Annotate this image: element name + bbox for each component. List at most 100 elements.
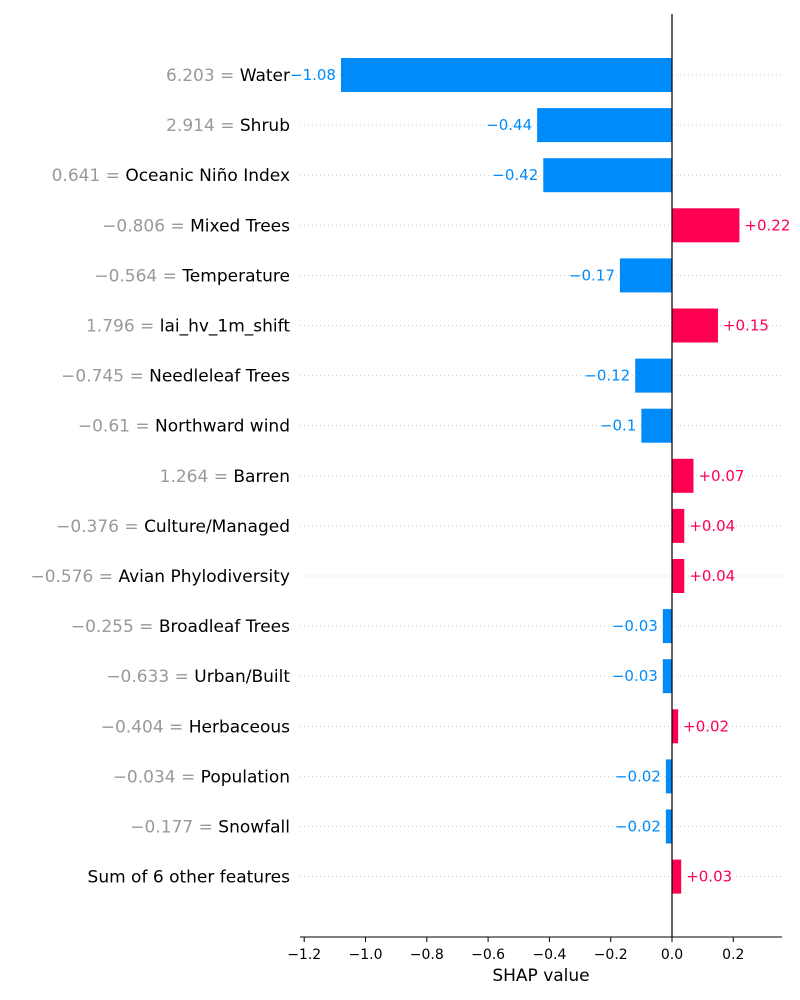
feature-label: 2.914 = Shrub: [166, 116, 290, 136]
feature-name: Population: [201, 767, 290, 787]
feature-value: 6.203: [166, 66, 215, 86]
bar: [619, 258, 672, 293]
equals-sign: =: [100, 166, 125, 186]
data-label: −0.42: [492, 166, 538, 184]
data-label: +0.03: [686, 868, 732, 886]
data-label: +0.04: [689, 517, 735, 535]
feature-name: Shrub: [240, 116, 290, 136]
equals-sign: =: [193, 818, 218, 838]
feature-name: Urban/Built: [194, 667, 290, 687]
data-label: +0.04: [689, 567, 735, 585]
feature-name: Avian Phylodiversity: [118, 567, 290, 587]
bar: [665, 809, 672, 844]
feature-name: Northward wind: [155, 417, 290, 437]
data-label: +0.15: [723, 317, 769, 335]
x-tick-label: −1.0: [349, 947, 383, 963]
equals-sign: =: [169, 667, 194, 687]
data-label: +0.22: [744, 216, 790, 234]
feature-labels: 6.203 = Water 2.914 = Shrub 0.641 = Oceani…: [30, 66, 290, 888]
data-label: −0.12: [584, 367, 630, 385]
equals-sign: =: [165, 216, 190, 236]
bar: [665, 759, 672, 794]
feature-value: 0.641: [52, 166, 101, 186]
feature-label: 1.796 = lai_hv_1m_shift: [86, 317, 290, 337]
feature-value: −0.564: [94, 266, 157, 286]
bar: [662, 659, 672, 694]
feature-value: −0.177: [130, 818, 193, 838]
bar: [672, 508, 685, 543]
feature-label: −0.633 = Urban/Built: [106, 667, 290, 687]
equals-sign: =: [124, 367, 149, 387]
bar: [543, 158, 672, 193]
feature-label: −0.404 = Herbaceous: [101, 717, 290, 737]
equals-sign: =: [93, 567, 118, 587]
data-label: −0.03: [612, 667, 658, 685]
data-labels: −1.08 −0.44 −0.42 +0.22 −0.17 +0.15 −0.12 −0.1 +…: [290, 66, 790, 886]
equals-sign: =: [176, 767, 201, 787]
feature-value: −0.576: [30, 567, 93, 587]
bar: [672, 208, 740, 243]
data-label: +0.07: [698, 467, 744, 485]
feature-label: Sum of 6 other features: [88, 868, 291, 888]
feature-name: Snowfall: [218, 818, 290, 838]
x-axis-title: SHAP value: [492, 966, 589, 986]
feature-name: Sum of 6 other features: [88, 868, 291, 888]
x-tick-label: 0.2: [722, 947, 744, 963]
feature-label: 0.641 = Oceanic Niño Index: [52, 166, 290, 186]
equals-sign: =: [157, 266, 182, 286]
feature-label: −0.177 = Snowfall: [130, 818, 290, 838]
x-tick-label: −1.2: [287, 947, 321, 963]
feature-name: Barren: [233, 467, 290, 487]
feature-label: −0.806 = Mixed Trees: [102, 216, 290, 236]
feature-name: Herbaceous: [189, 717, 290, 737]
equals-sign: =: [215, 66, 240, 86]
bar: [662, 609, 672, 644]
feature-value: −0.633: [106, 667, 169, 687]
equals-sign: =: [134, 617, 159, 637]
data-label: −0.1: [600, 417, 636, 435]
data-label: −0.44: [486, 116, 532, 134]
equals-sign: =: [208, 467, 233, 487]
feature-value: −0.376: [56, 517, 119, 537]
data-label: −0.17: [569, 266, 615, 284]
feature-label: −0.745 = Needleleaf Trees: [61, 367, 290, 387]
feature-value: −0.806: [102, 216, 165, 236]
feature-name: lai_hv_1m_shift: [160, 317, 291, 337]
data-label: −0.02: [615, 818, 661, 836]
feature-label: −0.255 = Broadleaf Trees: [71, 617, 290, 637]
feature-label: 6.203 = Water: [166, 66, 290, 86]
feature-label: −0.576 = Avian Phylodiversity: [30, 567, 290, 587]
bar: [672, 308, 718, 343]
data-label: +0.02: [683, 717, 729, 735]
bar: [672, 458, 694, 493]
x-axis: −1.2 −1.0 −0.8 −0.6 −0.4 −0.2 0.0 0.2: [287, 936, 782, 963]
x-tick-label: −0.4: [532, 947, 566, 963]
equals-sign: =: [130, 417, 155, 437]
equals-sign: =: [164, 717, 189, 737]
feature-name: Needleleaf Trees: [149, 367, 290, 387]
bars: [340, 58, 740, 894]
feature-value: −0.255: [71, 617, 134, 637]
feature-value: −0.745: [61, 367, 124, 387]
feature-value: 1.264: [160, 467, 209, 487]
feature-name: Water: [240, 66, 290, 86]
x-tick-label: −0.2: [594, 947, 628, 963]
equals-sign: =: [215, 116, 240, 136]
bar: [672, 709, 679, 744]
bar: [641, 408, 672, 443]
feature-label: −0.376 = Culture/Managed: [56, 517, 290, 537]
bar: [672, 559, 685, 593]
feature-label: −0.61 = Northward wind: [78, 417, 290, 437]
feature-label: −0.564 = Temperature: [94, 266, 290, 286]
feature-name: Mixed Trees: [190, 216, 290, 236]
feature-name: Oceanic Niño Index: [125, 166, 290, 186]
bar: [537, 108, 672, 143]
x-tick-label: 0.0: [661, 947, 683, 963]
feature-value: −0.404: [101, 717, 164, 737]
x-tick-label: −0.6: [471, 947, 505, 963]
data-label: −0.02: [615, 767, 661, 785]
x-tick-label: −0.8: [410, 947, 444, 963]
feature-name: Culture/Managed: [144, 517, 290, 537]
feature-value: 2.914: [166, 116, 215, 136]
